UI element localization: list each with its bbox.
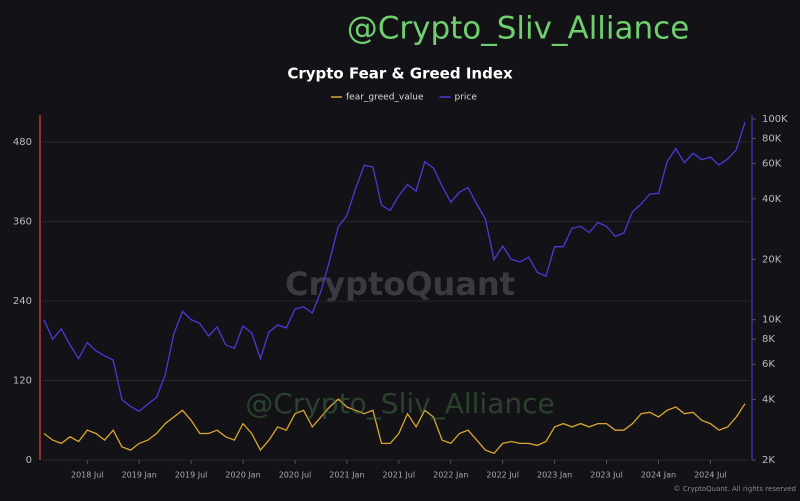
x-tick-label: 2019 Jul [175, 471, 208, 480]
watermark-top: @Crypto_Sliv_Alliance [347, 11, 690, 47]
x-tick-label: 2019 Jan [122, 471, 157, 480]
y2-tick-label: 80K [762, 133, 782, 144]
plot-area: 0 120 240 360 480 2K 4K 6K 8K 10K 20K 40K 60K 80K 100K… [13, 93, 788, 480]
series-line [43, 122, 746, 412]
y2-tick-label: 40K [762, 194, 782, 205]
x-tick-label: 2018 Jul [71, 471, 104, 480]
watermark-brand: CryptoQuant [285, 265, 515, 303]
x-tick-label: 2024 Jul [694, 471, 727, 480]
y-tick-label: 360 [13, 217, 32, 228]
x-tick-label: 2022 Jan [433, 471, 468, 480]
y-tick-label: 0 [26, 455, 32, 466]
legend-label: price [455, 93, 478, 103]
x-tick-label: 2024 Jan [641, 471, 676, 480]
x-tick-label: 2022 Jul [486, 471, 519, 480]
chart-title: Crypto Fear & Greed Index [287, 65, 513, 83]
y2-tick-label: 20K [762, 254, 782, 265]
y-tick-label: 240 [13, 296, 32, 307]
series-line [43, 398, 746, 455]
watermark-middle: @Crypto_Sliv_Alliance [245, 387, 554, 420]
y2-tick-label: 60K [762, 159, 782, 170]
y2-tick-label: 4K [762, 395, 775, 406]
x-tick-label: 2023 Jan [537, 471, 572, 480]
y2-tick-label: 8K [762, 334, 775, 345]
y-tick-label: 120 [13, 376, 32, 387]
x-tick-label: 2020 Jul [279, 471, 312, 480]
y2-tick-label: 6K [762, 359, 775, 370]
y-tick-label: 480 [13, 137, 32, 148]
footer: © CryptoQuant. All rights reserved [674, 485, 796, 493]
y2-tick-label: 10K [762, 315, 782, 326]
x-tick-label: 2021 Jan [329, 471, 364, 480]
x-tick-label: 2023 Jul [590, 471, 623, 480]
y2-tick-label: 2K [762, 455, 775, 466]
x-tick-label: 2020 Jan [225, 471, 260, 480]
y2-tick-label: 100K [762, 114, 788, 125]
legend-label: fear_greed_value [346, 93, 424, 103]
x-tick-label: 2021 Jul [383, 471, 416, 480]
